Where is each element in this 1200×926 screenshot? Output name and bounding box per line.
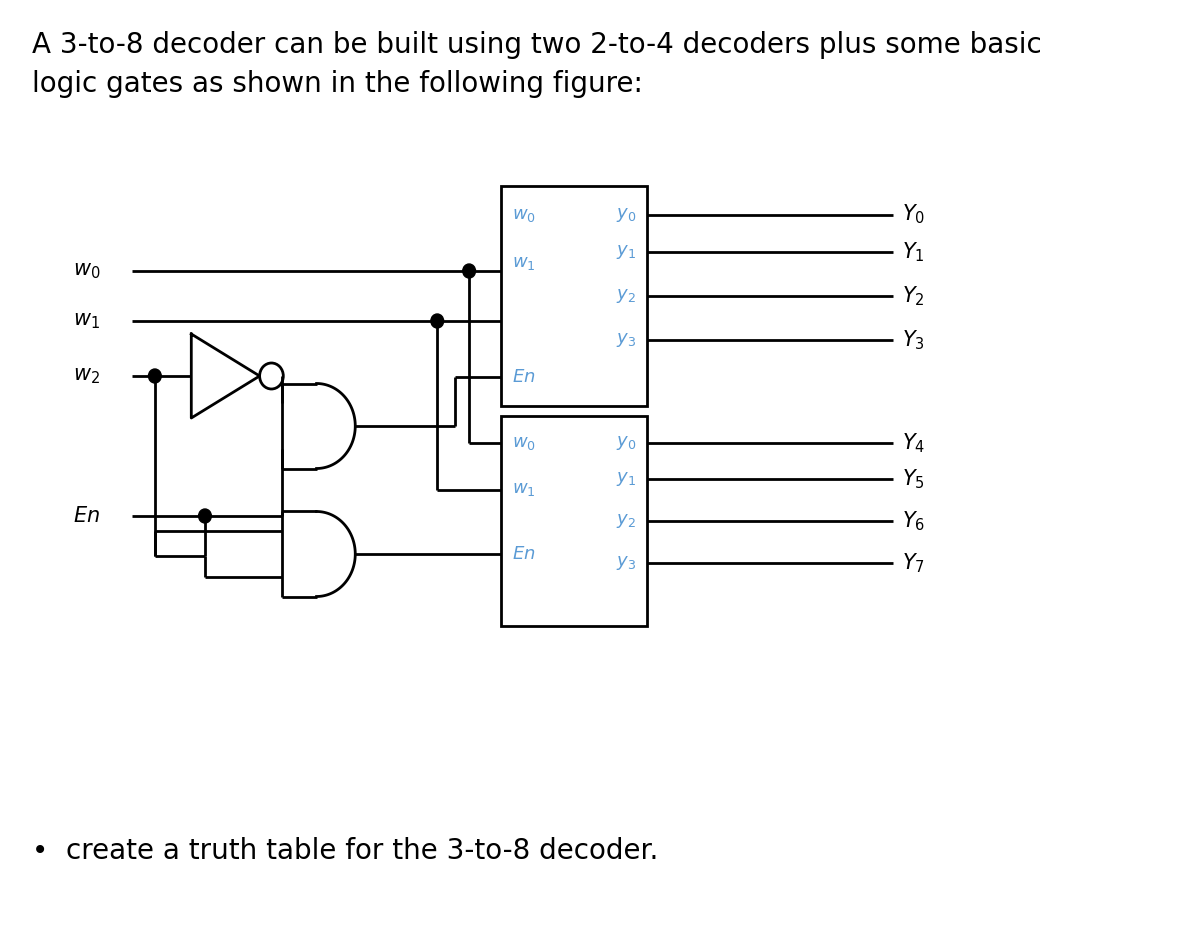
Text: $y_0$: $y_0$	[616, 434, 636, 452]
Text: $En$: $En$	[512, 369, 535, 386]
Circle shape	[198, 509, 211, 523]
Text: $y_1$: $y_1$	[616, 243, 636, 261]
Text: $w_2$: $w_2$	[73, 366, 100, 386]
Text: $y_2$: $y_2$	[616, 287, 636, 305]
Circle shape	[431, 314, 444, 328]
Text: $y_0$: $y_0$	[616, 206, 636, 223]
Text: $Y_2$: $Y_2$	[902, 284, 924, 307]
Text: $w_0$: $w_0$	[73, 261, 101, 281]
Text: $w_0$: $w_0$	[512, 206, 536, 223]
Text: $En$: $En$	[512, 545, 535, 563]
Text: $y_3$: $y_3$	[616, 331, 636, 349]
Text: $Y_5$: $Y_5$	[902, 468, 924, 491]
Circle shape	[463, 264, 475, 278]
Text: $Y_6$: $Y_6$	[902, 509, 925, 532]
Text: $w_1$: $w_1$	[73, 311, 100, 331]
Text: •  create a truth table for the 3-to-8 decoder.: • create a truth table for the 3-to-8 de…	[32, 837, 659, 865]
Text: $w_1$: $w_1$	[512, 254, 535, 272]
Text: $Y_0$: $Y_0$	[902, 203, 925, 226]
Text: A 3-to-8 decoder can be built using two 2-to-4 decoders plus some basic
logic ga: A 3-to-8 decoder can be built using two …	[32, 31, 1042, 98]
Text: $En$: $En$	[73, 506, 100, 526]
Text: $Y_4$: $Y_4$	[902, 432, 925, 455]
Text: $Y_7$: $Y_7$	[902, 551, 925, 575]
Text: $y_3$: $y_3$	[616, 554, 636, 572]
Text: $w_0$: $w_0$	[512, 434, 536, 452]
FancyBboxPatch shape	[502, 416, 647, 626]
Text: $w_1$: $w_1$	[512, 481, 535, 498]
Text: $Y_3$: $Y_3$	[902, 328, 924, 352]
FancyBboxPatch shape	[502, 186, 647, 406]
Text: $y_1$: $y_1$	[616, 470, 636, 488]
Text: $y_2$: $y_2$	[616, 512, 636, 530]
Text: $Y_1$: $Y_1$	[902, 240, 924, 264]
Circle shape	[149, 369, 161, 383]
